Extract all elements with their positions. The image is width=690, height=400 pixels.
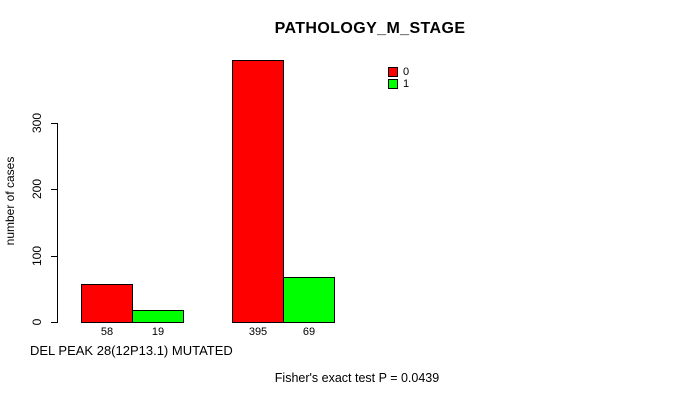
legend-row: 0 [388,66,409,78]
bar-series-1-group-2 [283,277,335,323]
bar-value-label: 395 [248,326,268,338]
y-tick-mark [51,322,57,323]
y-tick-label: 0 [30,318,44,326]
y-tick-mark [51,256,57,257]
y-axis-line [57,123,58,323]
chart-title: PATHOLOGY_M_STAGE [274,20,466,37]
bar-series-1-group-1 [132,310,184,323]
bar-series-0-group-2 [232,60,284,323]
legend-swatch [388,67,398,77]
bar-value-label: 69 [302,326,316,338]
y-tick-mark [51,189,57,190]
legend-row: 1 [388,78,409,90]
fisher-test-annotation: Fisher's exact test P = 0.0439 [274,371,440,385]
legend-label: 0 [403,65,410,78]
legend-label: 1 [403,77,410,90]
bar-value-label: 19 [151,326,165,338]
bar-value-label: 58 [100,326,114,338]
y-tick-mark [51,123,57,124]
y-tick-label: 200 [30,178,44,200]
y-tick-label: 300 [30,112,44,134]
y-axis-label: number of cases [3,156,17,246]
y-tick-label: 100 [30,245,44,267]
x-axis-label: DEL PEAK 28(12P13.1) MUTATED [30,343,233,358]
legend-swatch [388,79,398,89]
bar-series-0-group-1 [81,284,133,323]
